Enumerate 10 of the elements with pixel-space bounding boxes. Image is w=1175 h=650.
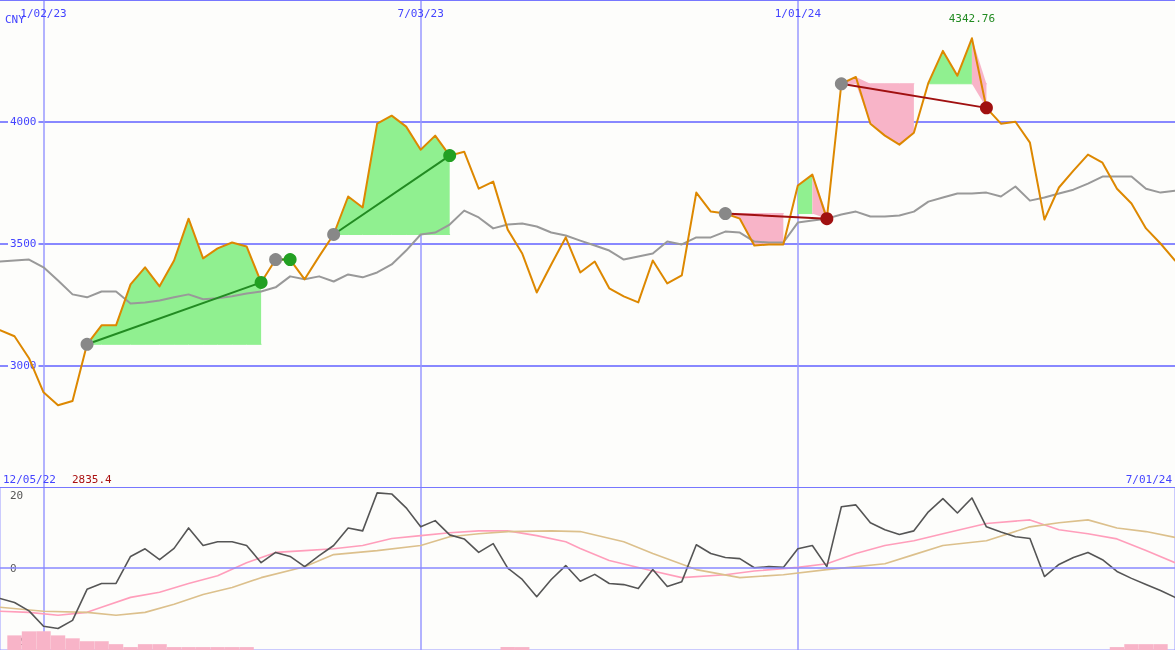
x-tick-label: 1/01/24 [774,7,822,20]
annotation: 4342.76 [948,12,996,26]
y-tick-label: 0 [10,561,17,575]
annotation: 12/05/22 [3,473,56,486]
annotation: 2835.4 [72,473,113,486]
y-tick-label: 4000 [10,115,37,129]
y-tick-label: 20 [10,488,24,502]
y-tick-label: 3500 [10,237,37,250]
x-tick-label: 7/03/23 [397,7,444,20]
annotation: 7/01/24 [1125,473,1173,486]
